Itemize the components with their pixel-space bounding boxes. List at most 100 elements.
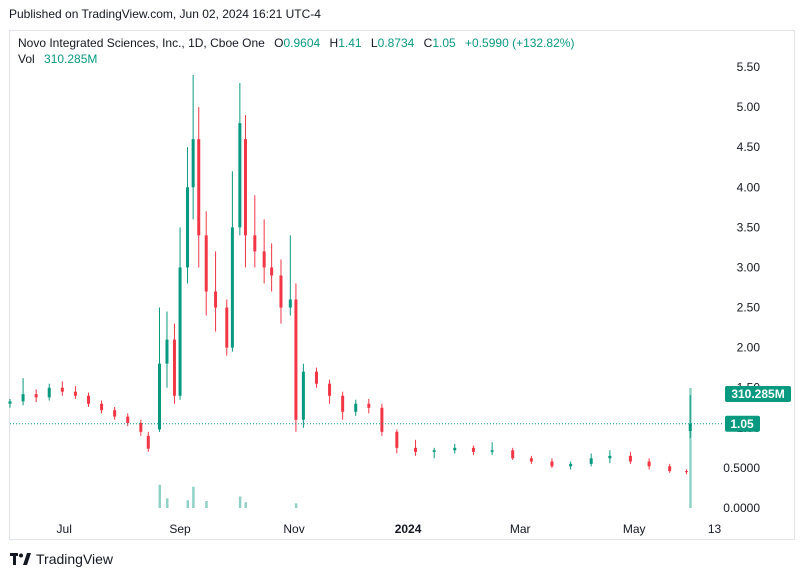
y-tick-label: 3.50 xyxy=(737,220,761,234)
close-value: 1.05 xyxy=(432,36,456,50)
candle-body xyxy=(262,251,266,268)
candle xyxy=(100,400,104,414)
candle-body xyxy=(511,450,515,459)
candle xyxy=(395,429,399,454)
y-tick-label: 0.0000 xyxy=(723,501,760,515)
change-value: +0.5990 (+132.82%) xyxy=(465,36,575,50)
candle xyxy=(165,311,169,388)
volume-bar xyxy=(158,484,162,508)
candle xyxy=(270,243,274,292)
candle xyxy=(294,283,298,432)
candle-body xyxy=(529,458,533,462)
candle-body xyxy=(8,401,12,404)
candle xyxy=(511,447,515,460)
candle xyxy=(354,399,358,416)
volume-value: 310.285M xyxy=(44,52,98,66)
candle-body xyxy=(178,267,182,396)
candle-body xyxy=(86,395,90,404)
x-tick-label: Jul xyxy=(57,522,72,536)
candle xyxy=(380,403,384,436)
y-tick-label: 4.00 xyxy=(737,180,761,194)
y-tick-label: 0.5000 xyxy=(723,461,760,475)
candle-body xyxy=(647,461,651,467)
candle xyxy=(47,383,51,401)
candle xyxy=(146,431,150,452)
y-tick-label: 5.50 xyxy=(737,60,761,74)
candle xyxy=(86,392,90,407)
candle xyxy=(550,458,554,468)
candle xyxy=(139,419,143,436)
candle-body xyxy=(288,299,292,308)
high-label: H xyxy=(329,36,339,50)
candle xyxy=(414,439,418,456)
last-volume-label: 310.285M xyxy=(731,387,784,401)
candle-body xyxy=(186,187,190,268)
candle-body xyxy=(253,235,257,252)
volume-bar xyxy=(165,498,169,508)
candle-body xyxy=(113,410,117,417)
candle-body xyxy=(197,139,201,236)
candle-body xyxy=(73,391,77,396)
close-label: C xyxy=(423,36,433,50)
candle xyxy=(238,83,242,236)
candle-body xyxy=(100,403,104,411)
candle xyxy=(288,235,292,316)
candle-body xyxy=(294,299,298,420)
candle xyxy=(367,398,371,414)
candle-body xyxy=(490,450,494,452)
candle xyxy=(279,259,283,324)
candle-body xyxy=(341,395,345,412)
candle xyxy=(186,147,190,284)
candle xyxy=(262,219,266,284)
candle-body xyxy=(238,123,242,228)
candle xyxy=(21,378,25,406)
candle-body xyxy=(126,416,130,424)
volume-bar xyxy=(294,503,298,508)
candle xyxy=(158,307,162,432)
candle xyxy=(490,442,494,456)
candle xyxy=(197,107,201,268)
candle xyxy=(328,379,332,404)
candle-body xyxy=(354,403,358,412)
candle-body xyxy=(314,371,318,384)
candle xyxy=(668,463,672,473)
candle-body xyxy=(328,383,332,396)
candle-body xyxy=(204,235,208,292)
low-label: L xyxy=(370,36,378,50)
candle-body xyxy=(471,447,475,452)
candle xyxy=(225,299,229,356)
last-price-label: 1.05 xyxy=(730,417,754,431)
candle-body xyxy=(668,466,672,472)
ohlc-line: Novo Integrated Sciences, Inc., 1D, Cboe… xyxy=(18,35,574,51)
open-value: 0.9604 xyxy=(283,36,321,50)
candle-body xyxy=(21,394,25,402)
candle-body xyxy=(214,291,218,308)
candle xyxy=(432,447,436,459)
y-tick-label: 5.00 xyxy=(737,100,761,114)
candle xyxy=(73,386,77,399)
y-tick-label: 2.00 xyxy=(737,341,761,355)
x-tick-label: 2024 xyxy=(395,522,422,536)
y-tick-label: 2.50 xyxy=(737,301,761,315)
candle-body xyxy=(589,458,593,464)
candle-body xyxy=(47,387,51,398)
candle-body xyxy=(60,387,64,392)
candle-body xyxy=(301,371,305,420)
candle xyxy=(647,458,651,470)
x-tick-label: May xyxy=(623,522,646,536)
volume-bar xyxy=(186,500,190,508)
candle xyxy=(471,445,475,456)
candle-body xyxy=(165,339,169,364)
published-note: Published on TradingView.com, Jun 02, 20… xyxy=(9,7,321,21)
candle xyxy=(608,450,612,464)
candle-body xyxy=(172,339,176,396)
candle xyxy=(230,171,234,352)
symbol-name: Novo Integrated Sciences, Inc., 1D, Cboe… xyxy=(18,36,265,50)
x-tick-label: Sep xyxy=(169,522,191,536)
candle xyxy=(172,323,176,404)
candle-body xyxy=(279,275,283,308)
volume-bar xyxy=(192,486,195,508)
volume-line: Vol 310.285M xyxy=(18,51,574,67)
candle xyxy=(341,391,345,420)
